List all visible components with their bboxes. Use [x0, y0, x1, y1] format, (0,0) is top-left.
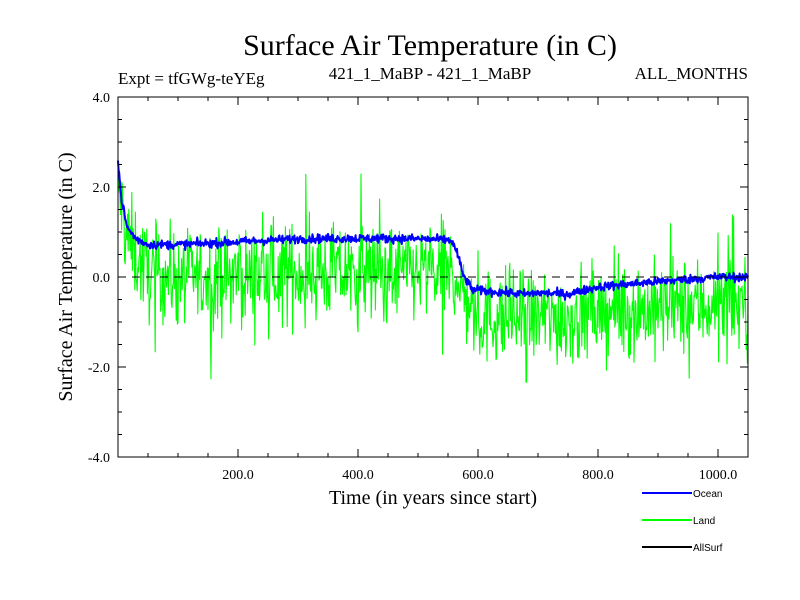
y-axis: -4.0 -2.0 0.0 2.0 4.0	[88, 91, 748, 466]
y-tick-label: 0.0	[93, 271, 111, 286]
x-tick-label: 1000.0	[699, 468, 738, 483]
experiment-label: Expt = tfGWg-teYEg	[118, 69, 265, 88]
y-tick-label: 2.0	[93, 181, 111, 196]
legend-label-allsurf: AllSurf	[693, 543, 723, 554]
run-comparison-label: 421_1_MaBP - 421_1_MaBP	[329, 64, 531, 83]
series-line-ocean	[117, 160, 749, 301]
x-axis: 200.0 400.0 600.0 800.0 1000.0	[147, 97, 738, 483]
x-tick-label: 400.0	[342, 468, 374, 483]
x-tick-label: 200.0	[222, 468, 254, 483]
legend: Ocean Land AllSurf	[642, 489, 723, 554]
x-axis-label: Time (in years since start)	[329, 487, 537, 509]
y-axis-label: Surface Air Temperature (in C)	[55, 152, 77, 401]
x-tick-label: 600.0	[462, 468, 494, 483]
y-tick-label: -2.0	[88, 361, 110, 376]
legend-label-land: Land	[693, 516, 715, 527]
y-tick-label: 4.0	[93, 91, 111, 106]
legend-label-ocean: Ocean	[693, 489, 722, 500]
x-tick-label: 800.0	[582, 468, 614, 483]
series-line-land	[117, 163, 749, 383]
chart-title: Surface Air Temperature (in C)	[243, 29, 617, 62]
plot-area	[117, 160, 749, 383]
series-layer	[117, 160, 749, 383]
y-tick-label: -4.0	[88, 451, 110, 466]
months-label: ALL_MONTHS	[635, 64, 748, 83]
